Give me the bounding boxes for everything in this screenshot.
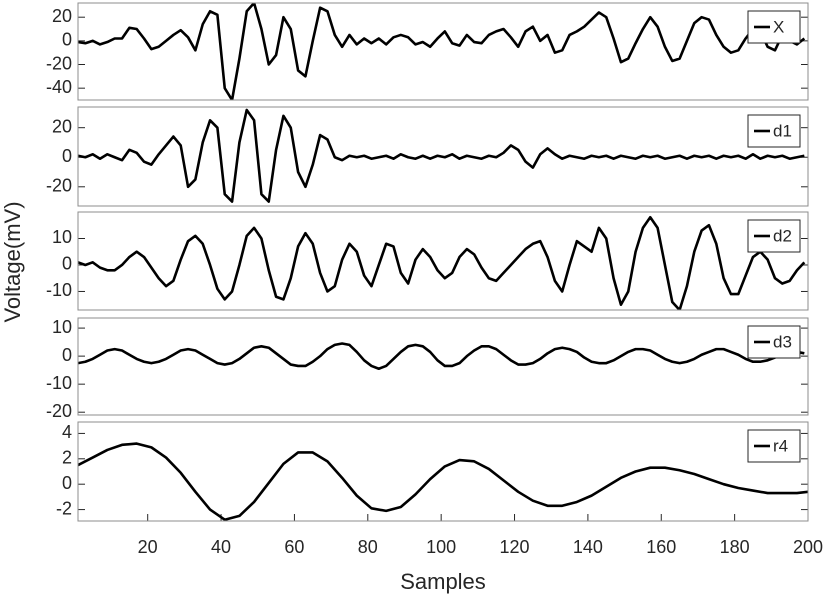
subplot: -10 0 10 d2 bbox=[46, 211, 809, 311]
subplot: -2 0 2 4 20 40 60 80 100 120 140 160 180 200 r4 bbox=[56, 421, 823, 557]
legend: r4 bbox=[747, 429, 801, 463]
x-tick-label: 120 bbox=[500, 537, 530, 557]
x-tick-label: 60 bbox=[284, 537, 304, 557]
y-tick-label: 0 bbox=[62, 30, 72, 50]
y-tick-label: -2 bbox=[56, 498, 72, 518]
line-series bbox=[78, 342, 805, 371]
y-tick-label: 10 bbox=[52, 227, 72, 247]
subplot: -20 -10 0 10 d3 bbox=[46, 317, 809, 421]
y-tick-label: 0 bbox=[62, 254, 72, 274]
y-tick-label: -40 bbox=[46, 77, 72, 97]
line-series bbox=[78, 3, 806, 100]
legend: d1 bbox=[747, 114, 801, 148]
y-tick-label: -10 bbox=[46, 373, 72, 393]
plot-area bbox=[78, 422, 808, 521]
x-tick-label: 180 bbox=[720, 537, 750, 557]
legend-box bbox=[747, 10, 801, 44]
legend-label: d3 bbox=[773, 332, 792, 351]
plot-area bbox=[78, 3, 808, 100]
y-tick-label: -20 bbox=[46, 176, 72, 196]
subplot: -20 0 20 d1 bbox=[46, 106, 809, 207]
y-tick-label: 0 bbox=[62, 473, 72, 493]
x-axis-label: Samples bbox=[400, 569, 486, 594]
legend: X bbox=[747, 10, 801, 44]
legend-label: X bbox=[773, 17, 784, 36]
plot-area bbox=[78, 318, 808, 415]
x-tick-label: 200 bbox=[793, 537, 823, 557]
axes-box bbox=[77, 106, 809, 207]
line-series bbox=[78, 216, 806, 310]
axes-box bbox=[77, 421, 809, 522]
axes-box bbox=[77, 211, 809, 311]
y-tick-label: 20 bbox=[52, 116, 72, 136]
x-tick-label: 20 bbox=[138, 537, 158, 557]
y-tick-label: 0 bbox=[62, 146, 72, 166]
y-tick-label: -20 bbox=[46, 53, 72, 73]
legend-label: d2 bbox=[773, 226, 792, 245]
y-tick-label: -20 bbox=[46, 401, 72, 421]
y-tick-label: 4 bbox=[62, 422, 72, 442]
x-tick-label: 160 bbox=[646, 537, 676, 557]
plot-area bbox=[78, 212, 808, 310]
x-tick-label: 80 bbox=[358, 537, 378, 557]
line-series bbox=[78, 108, 805, 203]
legend: d3 bbox=[747, 325, 801, 359]
y-tick-label: 0 bbox=[62, 345, 72, 365]
legend: d2 bbox=[747, 219, 801, 253]
legend-label: r4 bbox=[773, 436, 788, 455]
legend-label: d1 bbox=[773, 121, 792, 140]
y-tick-label: 10 bbox=[52, 317, 72, 337]
line-series bbox=[78, 442, 808, 521]
y-axis-label: Voltage(mV) bbox=[0, 201, 25, 322]
y-tick-label: 2 bbox=[62, 448, 72, 468]
subplot: -40 -20 0 20 X bbox=[46, 2, 809, 101]
y-tick-label: -10 bbox=[46, 280, 72, 300]
y-tick-label: 20 bbox=[52, 6, 72, 26]
x-tick-label: 140 bbox=[573, 537, 603, 557]
x-tick-label: 100 bbox=[426, 537, 456, 557]
axes-box bbox=[77, 2, 809, 101]
x-tick-label: 40 bbox=[211, 537, 231, 557]
axes-box bbox=[77, 317, 809, 416]
